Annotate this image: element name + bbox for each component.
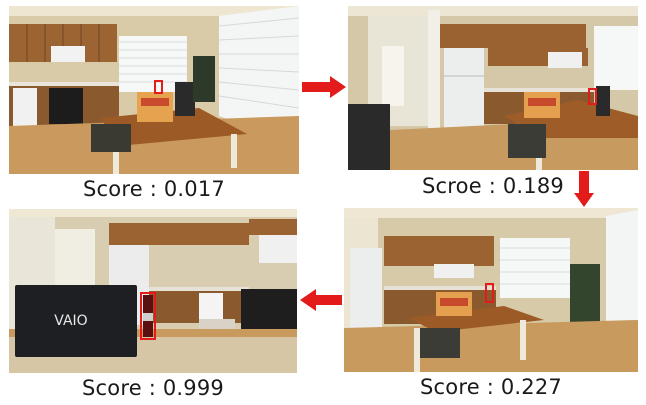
score-label-step-4: Score : 0.999 xyxy=(82,376,224,400)
arrow-right-icon xyxy=(302,76,346,98)
kitchen-photo-step-2 xyxy=(348,6,638,170)
score-label-step-1: Score : 0.017 xyxy=(83,177,225,201)
arrow-down-icon xyxy=(574,171,594,207)
kitchen-photo-step-4: VAIO xyxy=(9,209,297,373)
kitchen-photo-step-3 xyxy=(344,208,638,372)
score-label-step-3: Score : 0.227 xyxy=(420,375,562,399)
laptop-logo-text: VAIO xyxy=(54,313,87,329)
kitchen-photo-step-1 xyxy=(9,6,299,174)
score-label-step-2: Scroe : 0.189 xyxy=(422,174,564,198)
arrow-left-icon xyxy=(300,289,342,311)
